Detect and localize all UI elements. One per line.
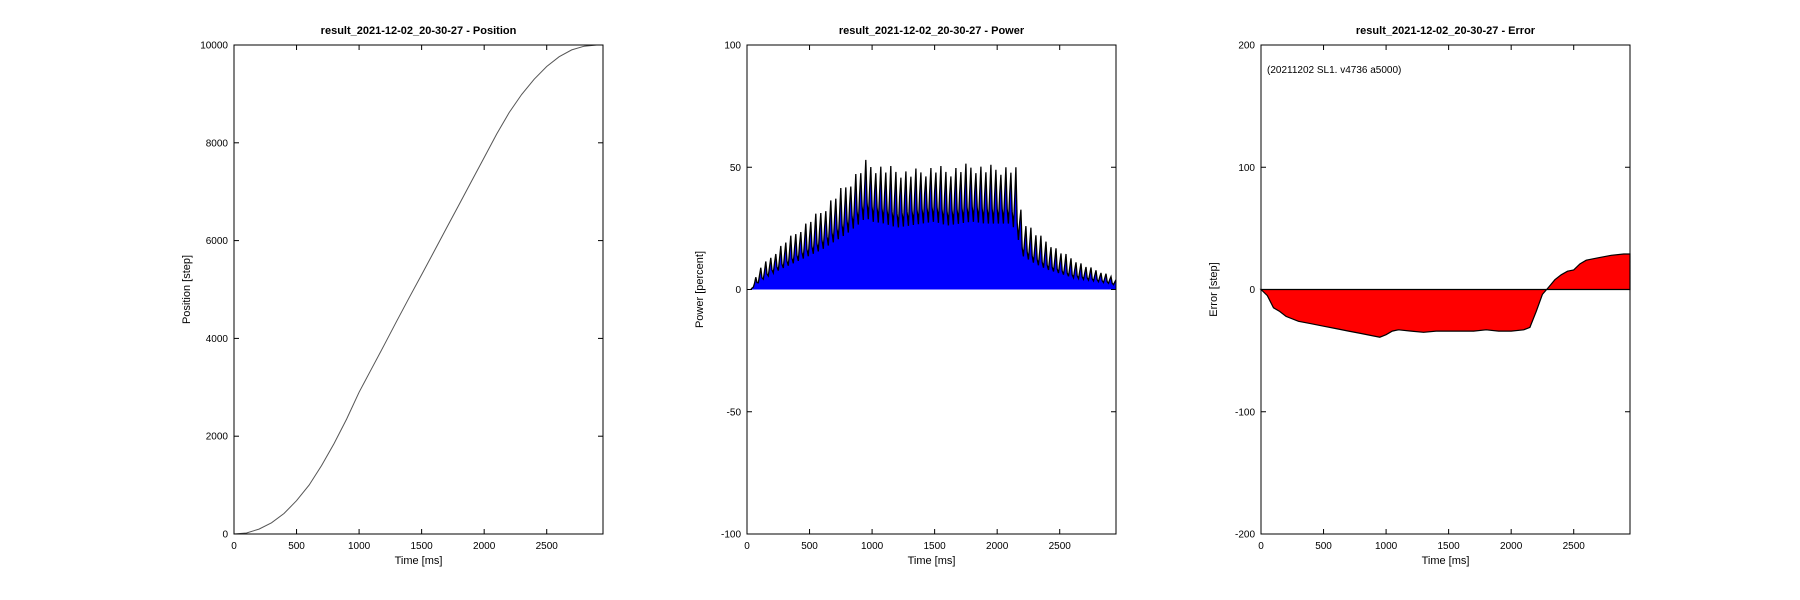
x-tick-label: 0 [231,541,237,552]
x-tick-label: 2500 [536,541,559,552]
x-tick-label: 500 [1315,541,1332,552]
x-tick-label: 2500 [1563,541,1586,552]
y-tick-label: -200 [1235,530,1255,541]
x-tick-label: 1000 [861,541,884,552]
y-tick-label: 0 [222,530,228,541]
x-axis-label: Time [ms] [1422,555,1470,567]
position-line [233,44,603,535]
error-chart: 0 500 1000 1500 2000 2500 -200 -100 0 100 200 resul… [1208,25,1631,567]
x-axis-label: Time [ms] [908,555,956,567]
x-tick-label: 500 [801,541,818,552]
y-axis-label: Power [percent] [694,251,706,328]
x-tick-label: 2500 [1049,541,1072,552]
x-tick-label: 2000 [473,541,496,552]
y-tick-label: -100 [721,530,741,541]
x-tick-label: 2000 [1500,541,1523,552]
y-tick-label: 50 [730,163,742,174]
chart-title: result_2021-12-02_20-30-27 - Position [321,25,517,37]
y-tick-label: 8000 [206,138,229,149]
y-tick-label: -100 [1235,407,1255,418]
position-chart: 0 500 1000 1500 2000 2500 0 2000 4000 6000 8000 100… [181,25,604,567]
y-axis-label: Error [step] [1208,262,1220,316]
x-tick-label: 500 [288,541,305,552]
x-tick-label: 1000 [1375,541,1398,552]
y-tick-label: 100 [1238,163,1255,174]
power-chart: 0 500 1000 1500 2000 2500 -100 -50 0 50 100 result_… [694,25,1117,567]
y-tick-label: 10000 [200,41,228,52]
y-tick-label: 0 [1249,285,1255,296]
y-tick-label: 4000 [206,334,229,345]
y-tick-label: 100 [724,41,741,52]
chart-annotation: (20211202 SL1. v4736 a5000) [1267,65,1401,76]
y-tick-label: 0 [735,285,741,296]
x-tick-label: 2000 [986,541,1009,552]
x-axis-label: Time [ms] [395,555,443,567]
chart-title: result_2021-12-02_20-30-27 - Power [839,25,1025,37]
y-tick-label: -50 [727,407,742,418]
y-tick-label: 200 [1238,41,1255,52]
x-tick-label: 1000 [348,541,371,552]
x-tick-label: 1500 [411,541,434,552]
chart-title: result_2021-12-02_20-30-27 - Error [1356,25,1536,37]
error-area [1259,253,1631,338]
y-axis-label: Position [step] [181,255,193,324]
plot-frame [233,44,604,535]
x-tick-label: 1500 [924,541,947,552]
x-tick-label: 0 [744,541,750,552]
power-area [750,159,1116,290]
y-tick-label: 2000 [206,432,229,443]
y-tick-label: 6000 [206,236,229,247]
power-outline [750,159,1117,290]
x-tick-label: 0 [1258,541,1264,552]
x-tick-label: 1500 [1438,541,1461,552]
